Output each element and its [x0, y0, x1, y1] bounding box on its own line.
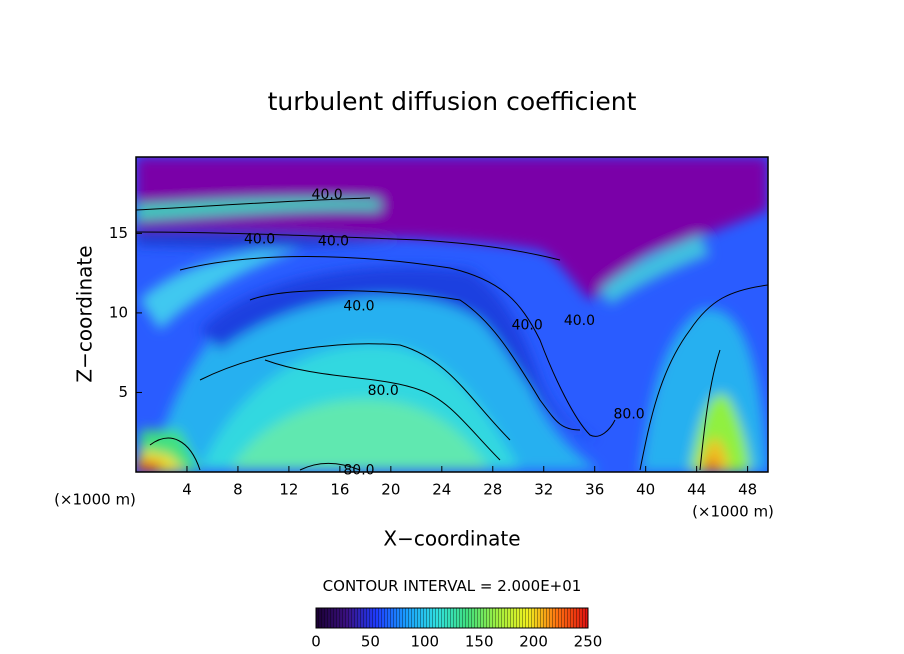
x-tick-label: 12: [279, 481, 298, 499]
x-tick-label: 40: [636, 481, 655, 499]
x-tick-label: 20: [381, 481, 400, 499]
contour-interval-value: 2.000E+01: [497, 577, 581, 595]
contour-label: 80.0: [343, 462, 374, 478]
colorbar-tick-label: 0: [311, 633, 321, 651]
y-tick-label: 10: [109, 303, 128, 321]
y-tick-label: 15: [109, 224, 128, 242]
colorbar-tick-label: 200: [519, 633, 548, 651]
x-tick-label: 8: [233, 481, 243, 499]
contour-label: 80.0: [614, 407, 645, 423]
contour-label: 40.0: [244, 232, 275, 248]
field: [136, 157, 768, 472]
contour-label: 40.0: [318, 233, 349, 249]
contour-interval: CONTOUR INTERVAL = 2.000E+01: [323, 577, 582, 595]
colorbar-frame: [315, 607, 589, 629]
colorbar-tick-label: 150: [465, 633, 494, 651]
contour-interval-title: CONTOUR INTERVAL =: [323, 577, 493, 595]
x-tick-label: 36: [585, 481, 604, 499]
contour-label: 80.0: [368, 383, 399, 399]
contour-label: 40.0: [564, 313, 595, 329]
x-unit: (×1000 m): [692, 503, 774, 521]
x-tick-label: 16: [330, 481, 349, 499]
x-axis-label: X−coordinate: [383, 527, 520, 551]
chart-title: turbulent diffusion coefficient: [268, 87, 637, 116]
y-axis-label: Z−coordinate: [73, 245, 97, 382]
contour-label: 40.0: [312, 187, 343, 203]
y-tick-label: 5: [118, 383, 128, 401]
plot-frame: [135, 156, 769, 473]
x-unit: (×1000 m): [54, 491, 136, 509]
contour-label: 40.0: [512, 318, 543, 334]
x-tick-label: 48: [738, 481, 757, 499]
x-tick-label: 4: [182, 481, 192, 499]
contour-label: 40.0: [343, 299, 374, 315]
colorbar-tick-label: 250: [574, 633, 603, 651]
colorbar-tick-label: 100: [410, 633, 439, 651]
colorbar-tick-label: 50: [361, 633, 380, 651]
x-tick-label: 32: [534, 481, 553, 499]
x-tick-label: 28: [483, 481, 502, 499]
x-tick-label: 44: [687, 481, 706, 499]
colorbar-stripes: [316, 608, 588, 628]
x-tick-label: 24: [432, 481, 451, 499]
